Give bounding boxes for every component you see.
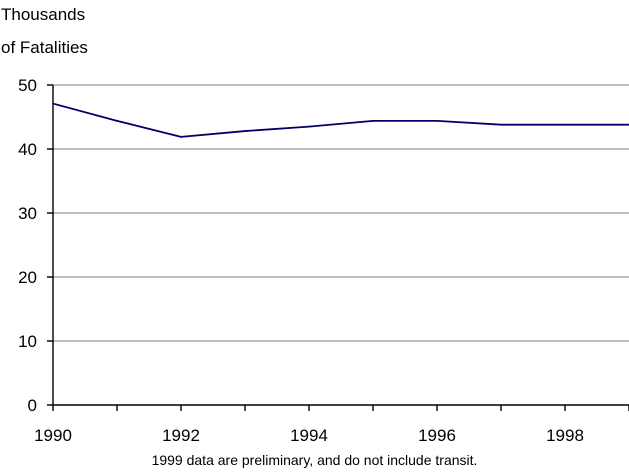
data-point-1996 (436, 119, 438, 122)
y-axis-title-line-1: Thousands (1, 5, 86, 24)
data-point-1993 (244, 130, 246, 132)
data-point-1995 (372, 119, 374, 122)
series-line-0 (52, 102, 629, 138)
data-point-1998 (564, 123, 566, 126)
data-point-1991 (116, 119, 118, 122)
chart-footnote: 1999 data are preliminary, and do not in… (151, 452, 478, 468)
x-tick-label-1998: 1998 (546, 426, 584, 445)
data-point-1990 (52, 102, 54, 105)
x-tick-label-1990: 1990 (34, 426, 72, 445)
data-point-1997 (500, 123, 502, 126)
data-point-1994 (308, 125, 310, 128)
x-tick-label-1996: 1996 (418, 426, 456, 445)
y-tick-label-40: 40 (18, 140, 37, 159)
x-tick-label-1992: 1992 (162, 426, 200, 445)
y-tick-label-10: 10 (18, 332, 37, 351)
y-tick-label-30: 30 (18, 204, 37, 223)
y-tick-label-0: 0 (28, 396, 37, 415)
y-tick-label-20: 20 (18, 268, 37, 287)
data-point-1992 (180, 135, 182, 138)
x-tick-label-1994: 1994 (290, 426, 328, 445)
y-tick-label-50: 50 (18, 76, 37, 95)
y-axis-title-line-2: of Fatalities (1, 38, 88, 57)
